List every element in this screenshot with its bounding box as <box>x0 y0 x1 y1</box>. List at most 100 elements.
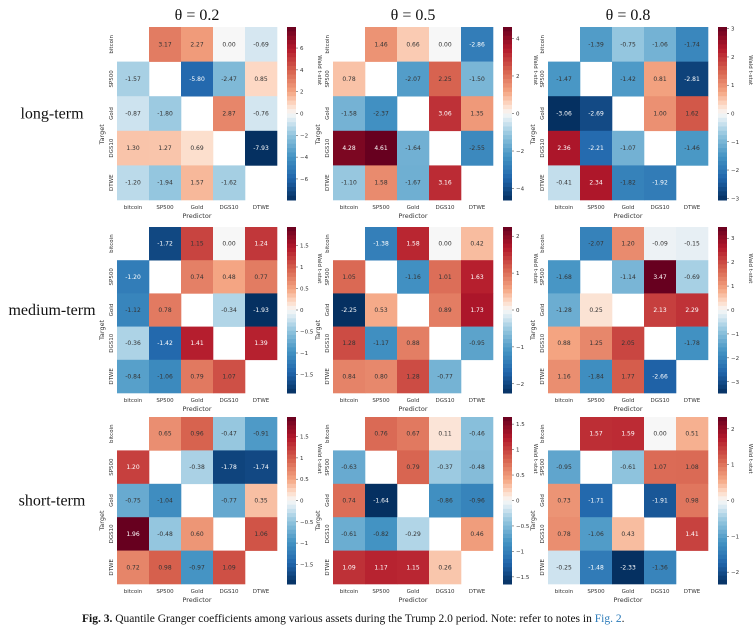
colorbar-segment <box>718 343 727 348</box>
colorbar-segment <box>287 96 296 102</box>
colorbar-segment <box>503 363 512 369</box>
colorbar-segment <box>287 143 296 149</box>
cell-value: 0.42 <box>470 241 484 248</box>
cell-value: -1.06 <box>157 373 173 380</box>
colorbar-segment <box>718 135 727 140</box>
heatmap-cell <box>548 483 581 518</box>
colorbar-segment <box>503 268 512 274</box>
heatmap-cell <box>213 483 246 518</box>
heatmap-cell <box>548 450 581 485</box>
y-tick-label: DGS10 <box>109 138 115 157</box>
heatmap-cell <box>461 517 494 551</box>
colorbar-segment <box>287 575 296 581</box>
cell-value: -1.91 <box>652 498 668 505</box>
cell-value: 0.46 <box>470 531 484 538</box>
colorbar-segment <box>503 425 512 431</box>
x-tick-label: SP500 <box>372 398 390 404</box>
colorbar-segment <box>503 496 512 501</box>
heatmap-cell <box>365 550 398 585</box>
heatmap-cell <box>365 483 398 518</box>
cell-value: -1.47 <box>556 76 572 83</box>
colorbar-segment <box>503 87 512 93</box>
x-tick-label: bitcoin <box>340 398 359 404</box>
colorbar-segment <box>503 479 512 485</box>
row-label: long-term <box>20 106 84 123</box>
colorbar-segment <box>503 368 512 373</box>
cell-value: 1.39 <box>254 340 268 347</box>
colorbar-segment <box>718 376 727 382</box>
colorbar-tick-label: 0 <box>300 112 304 118</box>
cell-value: 1.05 <box>342 274 356 281</box>
colorbar-segment <box>287 571 296 577</box>
colorbar-tick-label: 2 <box>731 427 735 433</box>
heatmap-cell <box>644 96 677 132</box>
cell-value: 2.25 <box>438 76 452 83</box>
colorbar-segment <box>718 276 727 282</box>
cell-value: -0.86 <box>437 498 453 505</box>
heatmap-cell <box>676 517 709 551</box>
colorbar-segment <box>718 91 727 97</box>
colorbar-segment <box>503 285 512 290</box>
cell-value: 2.29 <box>685 307 699 314</box>
x-axis-label: Predictor <box>398 596 427 604</box>
colorbar-segment <box>718 65 727 71</box>
colorbar-segment <box>718 458 727 464</box>
colorbar-segment <box>287 109 296 114</box>
colorbar-segment <box>718 78 727 84</box>
heatmap-cell <box>644 165 677 201</box>
colorbar-segment <box>718 104 727 110</box>
colorbar-segment <box>287 243 296 249</box>
heatmap-cell <box>461 130 494 166</box>
colorbar-segment <box>503 517 512 522</box>
cell-value: 0.65 <box>158 431 172 438</box>
heatmap-cell <box>429 260 462 294</box>
cell-value: 3.47 <box>653 274 667 281</box>
heatmap-cell <box>429 165 462 201</box>
colorbar-segment <box>287 372 296 377</box>
colorbar-tick-label: 0.5 <box>300 286 309 292</box>
heatmap-cell <box>461 227 494 261</box>
colorbar-segment <box>287 235 296 240</box>
fig2-link[interactable]: Fig. 2 <box>594 613 622 625</box>
colorbar-segment <box>718 326 727 332</box>
x-tick-label: bitcoin <box>340 589 359 595</box>
cell-value: -3.06 <box>556 111 572 118</box>
colorbar-segment <box>503 65 512 71</box>
colorbar-segment <box>718 471 727 476</box>
colorbar-segment <box>287 339 296 344</box>
heatmap-cell <box>580 483 613 518</box>
colorbar-segment <box>287 152 296 158</box>
colorbar-segment <box>287 368 296 373</box>
colorbar-segment <box>287 446 296 451</box>
colorbar-segment <box>718 152 727 158</box>
colorbar-segment <box>503 264 512 269</box>
colorbar-segment <box>287 104 296 110</box>
cell-value: 0.35 <box>254 498 268 505</box>
colorbar-segment <box>287 442 296 447</box>
colorbar-segment <box>718 70 727 76</box>
colorbar-segment <box>503 44 512 50</box>
y-tick-label: DTWE <box>109 559 115 576</box>
heatmap-cell <box>245 483 278 518</box>
colorbar-segment <box>718 483 727 489</box>
y-tick-label: DTWE <box>109 174 115 191</box>
cell-value: -0.87 <box>125 111 141 118</box>
x-tick-label: SP500 <box>156 589 174 595</box>
y-tick-label: SP500 <box>109 458 115 476</box>
colorbar-segment <box>287 538 296 543</box>
heatmap-cell <box>644 227 677 261</box>
y-tick-label: Gold <box>109 494 115 507</box>
colorbar-segment <box>287 529 296 535</box>
colorbar-segment <box>503 429 512 435</box>
cell-value: -1.17 <box>373 340 389 347</box>
colorbar-segment <box>718 380 727 386</box>
colorbar-segment <box>718 156 727 162</box>
heatmap-cell <box>213 450 246 485</box>
colorbar-segment <box>503 571 512 577</box>
x-tick-label: DGS10 <box>220 398 239 404</box>
cell-value: 3.16 <box>438 180 452 187</box>
colorbar-segment <box>718 558 727 564</box>
colorbar-segment <box>718 235 727 240</box>
colorbar-segment <box>718 429 727 435</box>
cell-value: -1.92 <box>652 180 668 187</box>
